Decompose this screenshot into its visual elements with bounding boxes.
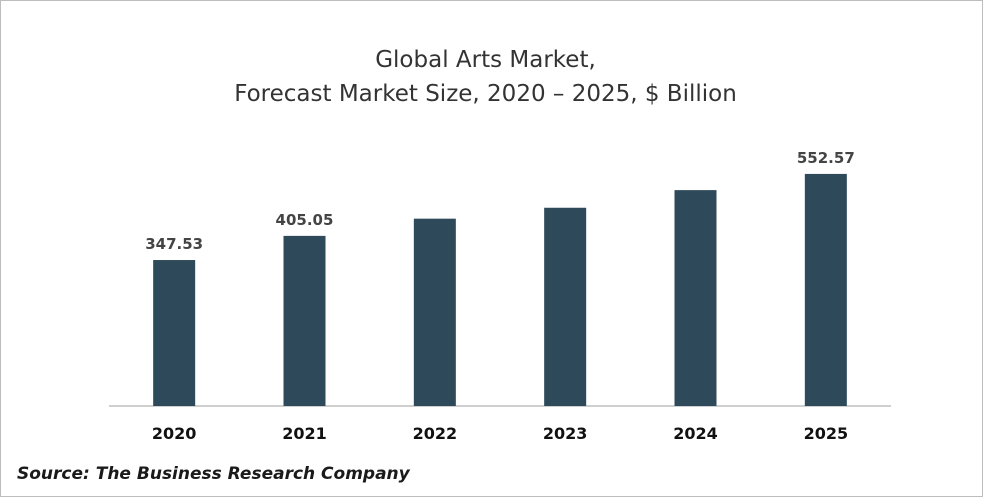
data-label-2020: 347.53 <box>145 235 203 253</box>
chart-title-line-1: Global Arts Market, <box>375 47 596 73</box>
chart-title: Global Arts Market, Forecast Market Size… <box>1 43 970 111</box>
data-label-2025: 552.57 <box>797 149 855 167</box>
bar-2024 <box>674 190 717 406</box>
x-tick-label-2023: 2023 <box>543 424 588 443</box>
bar-2021 <box>283 235 326 406</box>
x-tick-label-2021: 2021 <box>282 424 327 443</box>
bar-2025 <box>804 173 847 406</box>
bar-2022 <box>413 218 456 406</box>
x-tick-label-2022: 2022 <box>413 424 458 443</box>
bar-2020 <box>153 260 196 406</box>
data-label-2021: 405.05 <box>276 211 334 229</box>
chart-title-line-2: Forecast Market Size, 2020 – 2025, $ Bil… <box>234 81 737 107</box>
bar-2023 <box>544 207 587 406</box>
x-tick-label-2024: 2024 <box>673 424 718 443</box>
source-note: Source: The Business Research Company <box>17 464 410 484</box>
x-tick-label-2025: 2025 <box>804 424 849 443</box>
x-tick-label-2020: 2020 <box>152 424 197 443</box>
